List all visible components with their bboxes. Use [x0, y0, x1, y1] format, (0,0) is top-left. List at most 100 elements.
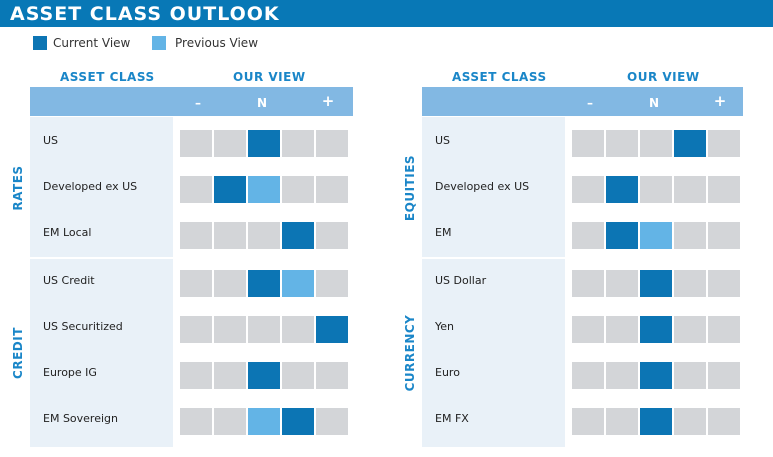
- row-label: EM Local: [43, 226, 92, 239]
- scale-bar: [422, 87, 743, 116]
- current-view-cell: [640, 408, 672, 435]
- scale-cell: [572, 176, 604, 203]
- scale-cell: [572, 362, 604, 389]
- legend-previous-label: Previous View: [175, 36, 259, 50]
- scale-cell: [248, 316, 280, 343]
- current-view-cell: [640, 316, 672, 343]
- scale-cell: [180, 408, 212, 435]
- header-our-view: OUR VIEW: [233, 70, 306, 84]
- row-label: EM: [435, 226, 452, 239]
- scale-cell: [708, 270, 740, 297]
- scale-cell: [316, 176, 348, 203]
- legend-previous-swatch: [152, 36, 166, 50]
- scale-cell: [214, 408, 246, 435]
- current-view-cell: [214, 176, 246, 203]
- scale-cell: [674, 408, 706, 435]
- group-label-column: [30, 258, 173, 447]
- scale-cell: [180, 130, 212, 157]
- scale-cell: [674, 316, 706, 343]
- scale-cell: [180, 222, 212, 249]
- scale-cell: [572, 316, 604, 343]
- scale-cell: [674, 176, 706, 203]
- group-label-credit: CREDIT: [11, 326, 25, 379]
- current-view-cell: [248, 362, 280, 389]
- scale-cell: [180, 316, 212, 343]
- scale-cell: [606, 130, 638, 157]
- scale-plus: +: [321, 92, 335, 110]
- scale-cell: [180, 270, 212, 297]
- scale-cell: [282, 362, 314, 389]
- group-label-column: [30, 117, 173, 258]
- page-title: ASSET CLASS OUTLOOK: [10, 3, 280, 25]
- scale-minus: –: [587, 96, 593, 110]
- row-label: US: [43, 134, 59, 147]
- column-divider: [565, 117, 567, 447]
- scale-cell: [214, 362, 246, 389]
- previous-view-cell: [248, 408, 280, 435]
- row-label: EM Sovereign: [43, 412, 118, 425]
- scale-cell: [214, 270, 246, 297]
- group-divider: [30, 257, 353, 259]
- group-label-column: [422, 117, 565, 258]
- group-label-rates: RATES: [11, 164, 25, 211]
- group-label-currency: CURRENCY: [403, 314, 417, 391]
- current-view-cell: [248, 130, 280, 157]
- header-asset-class: ASSET CLASS: [452, 70, 547, 84]
- row-label: US Securitized: [43, 320, 123, 333]
- current-view-cell: [316, 316, 348, 343]
- group-divider: [422, 257, 743, 259]
- group-label-equities: EQUITIES: [403, 154, 417, 221]
- scale-plus: +: [713, 92, 727, 110]
- current-view-cell: [640, 270, 672, 297]
- scale-cell: [708, 408, 740, 435]
- scale-cell: [572, 270, 604, 297]
- scale-cell: [674, 362, 706, 389]
- scale-cell: [640, 130, 672, 157]
- scale-cell: [316, 130, 348, 157]
- header-our-view: OUR VIEW: [627, 70, 700, 84]
- scale-cell: [572, 222, 604, 249]
- scale-cell: [316, 222, 348, 249]
- scale-cell: [640, 176, 672, 203]
- current-view-cell: [282, 222, 314, 249]
- scale-cell: [674, 222, 706, 249]
- header-asset-class: ASSET CLASS: [60, 70, 155, 84]
- scale-neutral: N: [256, 96, 268, 110]
- scale-neutral: N: [648, 96, 660, 110]
- scale-cell: [708, 316, 740, 343]
- scale-cell: [606, 316, 638, 343]
- scale-cell: [282, 130, 314, 157]
- current-view-cell: [248, 270, 280, 297]
- row-label: US Dollar: [435, 274, 487, 287]
- row-label: US: [435, 134, 451, 147]
- scale-cell: [674, 270, 706, 297]
- current-view-cell: [606, 222, 638, 249]
- legend-current-swatch: [33, 36, 47, 50]
- current-view-cell: [674, 130, 706, 157]
- previous-view-cell: [282, 270, 314, 297]
- title-bar: ASSET CLASS OUTLOOK: [0, 0, 773, 27]
- scale-cell: [708, 176, 740, 203]
- scale-cell: [214, 222, 246, 249]
- scale-cell: [316, 362, 348, 389]
- row-label: Europe IG: [43, 366, 97, 379]
- scale-bar: [30, 87, 353, 116]
- scale-cell: [214, 316, 246, 343]
- current-view-cell: [282, 408, 314, 435]
- scale-cell: [180, 362, 212, 389]
- scale-cell: [282, 316, 314, 343]
- scale-minus: –: [195, 96, 201, 110]
- scale-cell: [606, 408, 638, 435]
- scale-cell: [572, 408, 604, 435]
- previous-view-cell: [640, 222, 672, 249]
- scale-cell: [282, 176, 314, 203]
- row-label: EM FX: [435, 412, 469, 425]
- current-view-cell: [606, 176, 638, 203]
- scale-cell: [180, 176, 212, 203]
- previous-view-cell: [248, 176, 280, 203]
- scale-cell: [572, 130, 604, 157]
- scale-cell: [708, 362, 740, 389]
- column-divider: [173, 117, 175, 447]
- row-label: Developed ex US: [435, 180, 530, 193]
- row-label: US Credit: [43, 274, 95, 287]
